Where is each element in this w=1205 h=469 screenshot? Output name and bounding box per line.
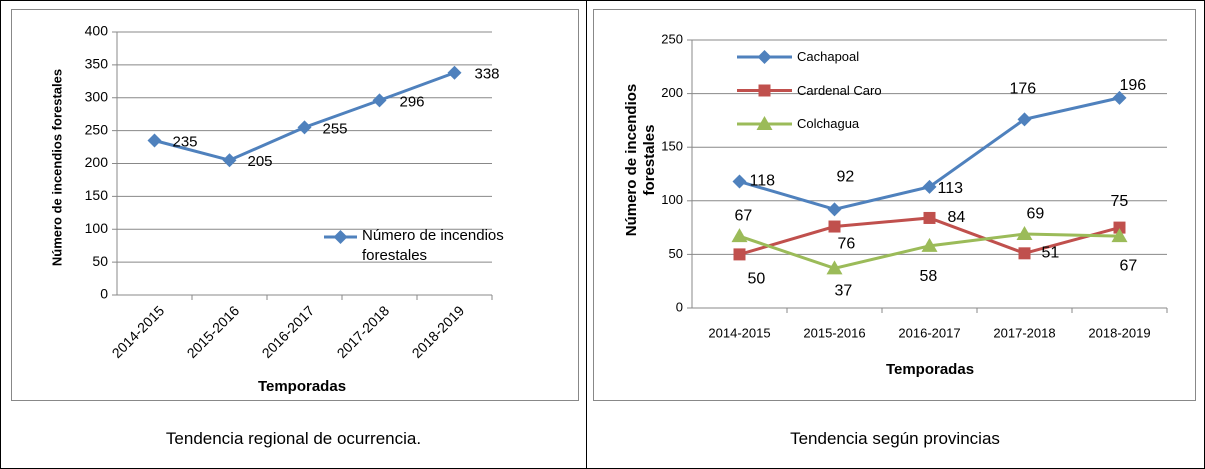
point — [756, 116, 773, 130]
data-label: 118 — [750, 173, 776, 190]
data-label: 338 — [475, 66, 500, 83]
point — [1112, 90, 1127, 105]
point — [1018, 247, 1031, 260]
divider — [586, 1, 587, 468]
point — [828, 220, 841, 233]
y-tick-label: 250 — [85, 121, 109, 137]
point — [147, 133, 162, 148]
point — [731, 228, 748, 243]
point — [733, 248, 746, 261]
point — [222, 153, 237, 168]
point — [1016, 226, 1033, 241]
point — [1017, 112, 1032, 127]
data-label: 84 — [948, 209, 966, 226]
point — [1111, 228, 1128, 243]
point — [826, 260, 843, 275]
data-label: 67 — [1120, 257, 1138, 274]
data-label: 75 — [1111, 193, 1129, 210]
y-tick-label: 300 — [85, 88, 109, 104]
legend-text: Número de incendios forestales — [362, 227, 504, 264]
y-tick-label: 200 — [85, 154, 109, 170]
point — [297, 120, 312, 135]
y-tick-label: 350 — [85, 56, 109, 72]
data-label: 69 — [1027, 205, 1045, 222]
point — [732, 174, 747, 189]
point — [1113, 221, 1126, 234]
x-tick-label: 2016-2017 — [898, 325, 960, 340]
data-label: 76 — [838, 236, 856, 253]
legend-text: Cardenal Caro — [797, 82, 882, 98]
data-label: 176 — [1010, 81, 1037, 98]
data-label: 37 — [835, 283, 853, 300]
point — [922, 179, 937, 194]
point — [447, 65, 462, 80]
data-label: 92 — [837, 169, 855, 186]
y-tick-label: 50 — [92, 253, 108, 269]
x-tick-label: 2016-2017 — [259, 302, 318, 361]
chart: 0 50 100 150 200 250 300 350 400 2014-2015 2015-20… — [85, 23, 500, 395]
y-axis-title: Número de incendios forestales — [49, 68, 65, 267]
x-tick-label: 2017-2018 — [334, 302, 393, 361]
x-tick-label: 2015-2016 — [803, 325, 865, 340]
point — [758, 84, 771, 97]
legend-text: Colchagua — [797, 116, 860, 131]
point — [757, 50, 772, 64]
chart-box: 0 50 100 150 200 250 2014-2015 2015-2016 2016-20… — [593, 9, 1196, 401]
point — [827, 202, 842, 217]
y-tick-label: 200 — [661, 85, 683, 100]
y-tick-label: 400 — [85, 23, 109, 39]
y-tick-label: 100 — [661, 192, 683, 207]
x-axis-title: Temporadas — [258, 378, 346, 395]
y-tick-label: 100 — [85, 220, 109, 236]
caption: Tendencia regional de ocurrencia. — [165, 429, 422, 448]
data-label: 51 — [1042, 245, 1060, 262]
data-label: 67 — [735, 207, 753, 224]
y-tick-label: 150 — [661, 139, 683, 154]
point — [921, 237, 938, 252]
data-label: 205 — [248, 153, 273, 170]
x-tick-label: 2014-2015 — [708, 325, 770, 340]
x-axis-title: Temporadas — [886, 361, 974, 378]
y-tick-label: 150 — [85, 187, 109, 203]
x-tick-label: 2015-2016 — [184, 302, 243, 361]
caption: Tendencia según provincias — [790, 429, 1000, 448]
point — [923, 211, 936, 224]
chart-box: 0 50 100 150 200 250 300 350 400 2014-2015 2015-20… — [11, 9, 579, 401]
data-label: 196 — [1120, 77, 1147, 94]
series-line — [154, 71, 456, 162]
data-label: 113 — [938, 180, 964, 197]
point — [333, 230, 348, 244]
point — [372, 93, 387, 108]
x-tick-label: 2017-2018 — [993, 325, 1055, 340]
y-axis-title: Número de incendios forestales — [623, 83, 658, 237]
data-label: 58 — [920, 268, 938, 285]
legend-text: Cachapoal — [797, 49, 860, 64]
chart: 0 50 100 150 200 250 2014-2015 2015-2016 2016-20… — [661, 31, 1168, 378]
data-label: 296 — [400, 93, 425, 110]
data-label: 255 — [323, 120, 348, 137]
y-tick-label: 250 — [661, 31, 683, 46]
x-tick-label: 2014-2015 — [109, 302, 168, 361]
y-tick-label: 0 — [100, 286, 108, 302]
y-tick-label: 50 — [669, 246, 683, 261]
x-tick-label: 2018-2019 — [1088, 325, 1150, 340]
data-label: 50 — [748, 271, 766, 288]
x-tick-label: 2018-2019 — [409, 302, 468, 361]
data-label: 235 — [173, 133, 198, 150]
y-tick-label: 0 — [676, 299, 683, 314]
